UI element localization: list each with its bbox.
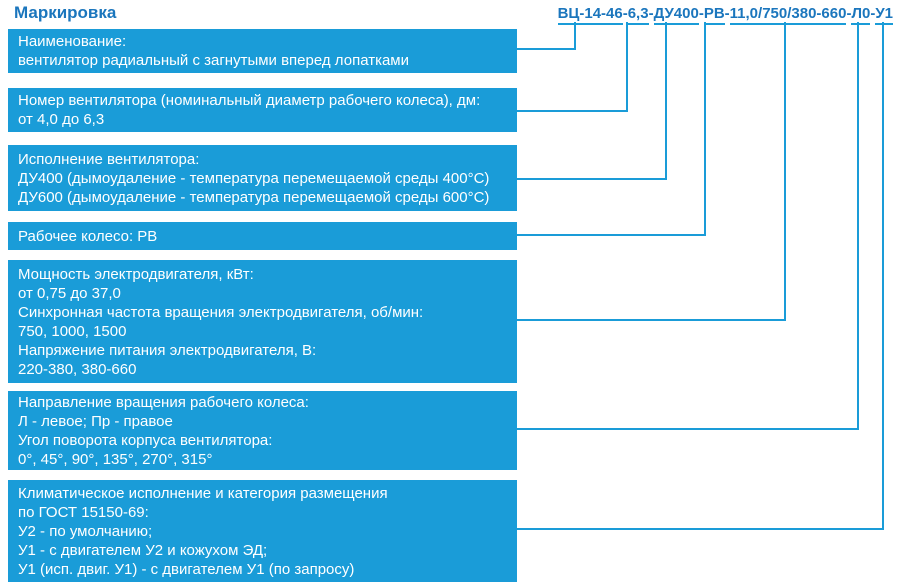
box-line: вентилятор радиальный с загнутыми вперед…: [18, 52, 409, 69]
code-segment-size: 6,3: [627, 5, 649, 25]
box-line: Исполнение вентилятора:: [18, 150, 200, 168]
code-separator: -: [724, 5, 730, 22]
connector-motor-horizontal: [517, 319, 786, 321]
box-line: ДУ400 (дымоудаление - температура переме…: [18, 169, 490, 187]
box-line: 220-380, 380-660: [18, 360, 137, 378]
code-segment-climatic: У1: [875, 5, 893, 25]
box-designation: Наименование: вентилятор радиальный с за…: [8, 29, 517, 73]
box-line: ДУ600 (дымоудаление - температура переме…: [18, 188, 490, 206]
connector-series-horizontal: [517, 48, 576, 50]
box-line: Мощность электродвигателя, кВт:: [18, 265, 254, 283]
box-line: от 4,0 до 6,3: [18, 111, 105, 128]
connector-version-horizontal: [517, 178, 667, 180]
box-line: по ГОСТ 15150-69:: [18, 503, 149, 521]
box-line: Наименование:: [18, 33, 127, 50]
code-segment-impeller: РВ: [703, 5, 725, 25]
box-line: Напряжение питания электродвигателя, В:: [18, 341, 317, 359]
code-segment-version: ДУ400: [653, 5, 699, 25]
box-line: Климатическое исполнение и категория раз…: [18, 484, 388, 502]
box-line: Рабочее колесо: РВ: [18, 227, 158, 245]
box-impeller: Рабочее колесо: РВ: [8, 222, 517, 250]
box-line: Л - левое; Пр - правое: [18, 412, 173, 430]
connector-direction-horizontal: [517, 428, 859, 430]
box-fan-version: Исполнение вентилятора: ДУ400 (дымоудале…: [8, 145, 517, 211]
code-segment-series: ВЦ-14-46: [557, 5, 623, 25]
box-line: от 0,75 до 37,0: [18, 284, 121, 302]
connector-climatic-horizontal: [517, 528, 884, 530]
connector-motor-vertical: [784, 22, 786, 321]
box-line: У1 (исп. двиг. У1) - с двигателем У1 (по…: [18, 560, 355, 578]
page-title: Маркировка: [14, 3, 117, 22]
box-line: Синхронная частота вращения электродвига…: [18, 303, 424, 321]
box-line: Направление вращения рабочего колеса:: [18, 393, 309, 411]
box-line: Угол поворота корпуса вентилятора:: [18, 431, 273, 449]
box-line: У2 - по умолчанию;: [18, 522, 153, 540]
box-rotation-direction: Направление вращения рабочего колеса: Л …: [8, 391, 517, 470]
connector-size-horizontal: [517, 110, 628, 112]
code-segment-motor: 11,0/750/380-660: [729, 5, 847, 25]
code-separator: -: [622, 5, 628, 22]
box-line: 0°, 45°, 90°, 135°, 270°, 315°: [18, 450, 213, 468]
code-separator: -: [648, 5, 654, 22]
box-fan-number: Номер вентилятора (номинальный диаметр р…: [8, 88, 517, 132]
box-line: Номер вентилятора (номинальный диаметр р…: [18, 92, 481, 109]
connector-climatic-vertical: [882, 22, 884, 530]
box-line: У1 - с двигателем У2 и кожухом ЭД;: [18, 541, 268, 559]
box-climatic: Климатическое исполнение и категория раз…: [8, 480, 517, 582]
code-separator: -: [870, 5, 876, 22]
connector-impeller-horizontal: [517, 234, 706, 236]
connector-version-vertical: [665, 22, 667, 180]
box-line: 750, 1000, 1500: [18, 322, 127, 340]
box-motor: Мощность электродвигателя, кВт: от 0,75 …: [8, 260, 517, 383]
connector-direction-vertical: [857, 22, 859, 430]
code-separator: -: [698, 5, 704, 22]
connector-impeller-vertical: [704, 22, 706, 236]
product-code: ВЦ-14-46-6,3-ДУ400-РВ-11,0/750/380-660-Л…: [557, 5, 893, 25]
connector-series-vertical: [574, 22, 576, 50]
connector-size-vertical: [626, 22, 628, 112]
code-separator: -: [846, 5, 852, 22]
code-segment-direction: Л0: [851, 5, 871, 25]
